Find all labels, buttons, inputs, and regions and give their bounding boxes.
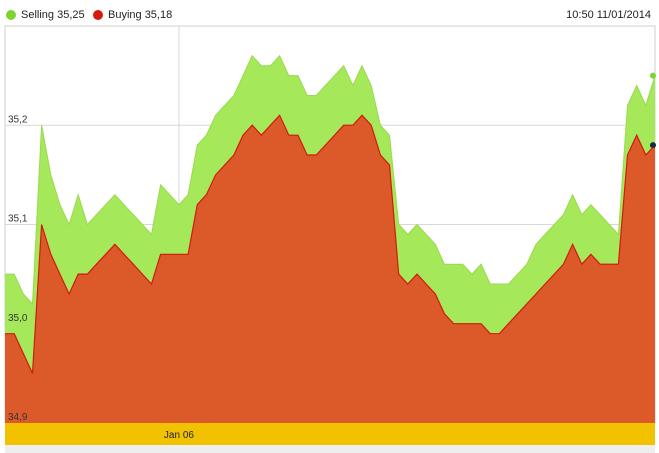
buying-label: Buying 35,18 — [108, 9, 173, 21]
x-tick-label: Jan 06 — [164, 430, 194, 441]
y-axis-labels: 35,2 35,1 35,0 34,9 — [8, 114, 28, 423]
y-tick-label: 34,9 — [8, 412, 28, 423]
legend-item-buying[interactable]: Buying 35,18 — [93, 9, 172, 21]
y-tick-label: 35,1 — [8, 214, 28, 225]
buying-end-point[interactable] — [650, 142, 656, 149]
y-tick-label: 35,2 — [8, 114, 28, 125]
series-areas — [5, 54, 656, 424]
timestamp: 10:50 11/01/2014 — [566, 9, 651, 21]
legend: Selling 35,25 Buying 35,18 10:50 11/01/2… — [0, 0, 659, 26]
selling-dot-icon — [6, 10, 16, 20]
y-tick-label: 35,0 — [8, 313, 28, 324]
x-axis-labels: Jan 06 — [164, 430, 194, 441]
scrollbar-track[interactable] — [5, 445, 655, 453]
selling-line — [5, 54, 656, 306]
buying-line — [5, 114, 656, 374]
buying-dot-icon — [93, 10, 103, 20]
legend-item-selling[interactable]: Selling 35,25 — [6, 9, 85, 21]
buying-area — [5, 115, 655, 424]
navigator-bar[interactable] — [5, 423, 655, 445]
selling-end-point[interactable] — [650, 72, 656, 79]
selling-label: Selling 35,25 — [21, 9, 85, 21]
